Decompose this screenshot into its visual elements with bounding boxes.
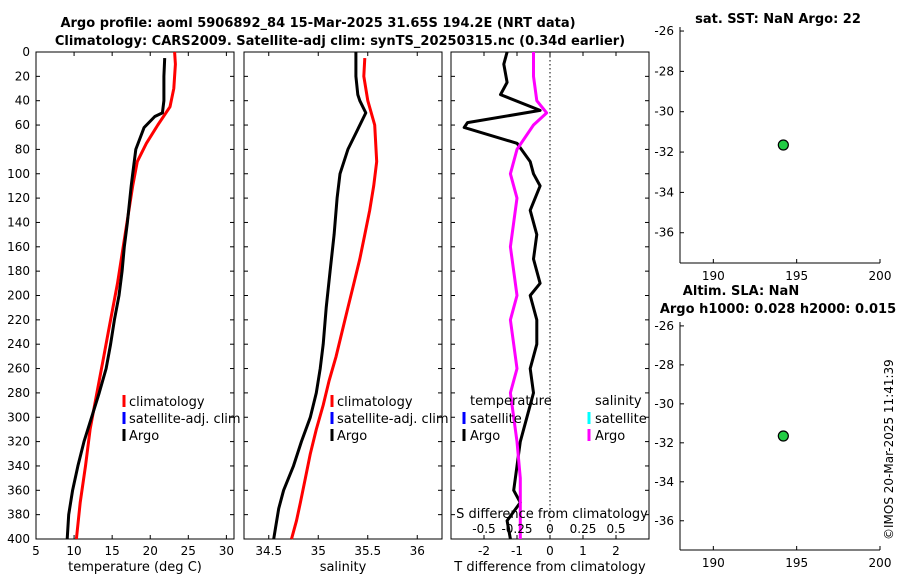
altim-sla-map-panel: -26 -28 -30 -32 -34 -36 190 195 200 [654,319,891,570]
temperature-xtick-label: 25 [181,544,196,558]
temperature-panel: 0 20 40 60 80 100 120 140 160 180 200 220 240 260 280 3… [7,45,241,575]
sat-sst-map-xtick-label: 200 [869,269,892,283]
salinity-legend-label: satellite-adj. clim [337,412,449,427]
difference-xlabel: T difference from climatology [453,560,646,575]
depth-tick-label: 140 [7,215,30,229]
depth-tick-label: 360 [7,483,30,497]
salinity-xlabel: salinity [320,560,367,575]
depth-tick-label: 340 [7,459,30,473]
altim-sla-map-ytick-label: -30 [654,397,674,411]
temperature-legend-label: Argo [129,429,159,444]
depth-tick-label: 100 [7,167,30,181]
depth-tick-label: 300 [7,410,30,424]
diff-legend-temperature-label: satellite [470,412,522,427]
salinity-legend-label: Argo [337,429,367,444]
sat-sst-map-xtick-label: 195 [785,269,808,283]
diff-legend-salinity-label: Argo [595,429,625,444]
sat-sst-title: sat. SST: NaN Argo: 22 [695,12,861,27]
depth-tick-label: 200 [7,289,30,303]
figure-title-line1: Argo profile: aoml 5906892_84 15-Mar-202… [60,16,575,31]
top-xtick-label: 0.5 [606,522,625,536]
diff-legend-salinity-title: salinity [595,394,642,409]
depth-tick-label: 120 [7,191,30,205]
depth-tick-label: 240 [7,337,30,351]
sat-sst-map-argo-position-marker [777,139,789,151]
temperature-xtick-label: 15 [105,544,120,558]
sat-sst-map-ytick-label: -34 [654,185,674,199]
plots-group: 0204060801001201401601802002202402602803… [7,12,896,575]
salinity-xtick-label: 35 [311,544,326,558]
temperature-axes-box [35,51,235,540]
depth-tick-label: 220 [7,313,30,327]
depth-tick-label: 380 [7,508,30,522]
altim-sla-map-ytick-label: -28 [654,358,674,372]
salinity-xtick-label: 36 [410,544,425,558]
temperature-argo-line [65,58,167,540]
difference-xtick-label: 0 [546,544,554,558]
difference-xtick-label: -1 [511,544,523,558]
temperature-legend-label: climatology [129,395,205,410]
top-xtick-label: -0.25 [501,522,532,536]
altim-sla-map-ytick-label: -36 [654,514,674,528]
figure-title-line2: Climatology: CARS2009. Satellite-adj cli… [55,34,625,49]
altim-sla-map-argo-position-marker [777,430,789,442]
timestamp-label: ©IMOS 20-Mar-2025 11:41:39 [882,359,896,540]
altim-sla-map-xtick-label: 195 [785,556,808,570]
altim-sla-map-ytick-label: -32 [654,436,674,450]
sat-sst-map-ytick-label: -28 [654,64,674,78]
altim-sla-map-xtick-label: 200 [869,556,892,570]
sat-sst-map-ytick-label: -30 [654,105,674,119]
salinity-argo-line [272,52,368,540]
sat-sst-map-ytick-label: -32 [654,145,674,159]
salinity-panel: 34.5 35 35.5 36 salinity climatology satellite… [243,51,449,575]
depth-tick-label: 320 [7,435,30,449]
salinity-xtick-label: 34.5 [255,544,282,558]
diff-legend-salinity-label: satellite [595,412,647,427]
sat-sst-map-xtick-label: 190 [702,269,725,283]
top-xtick-label: 0.25 [570,522,597,536]
depth-tick-label: 180 [7,264,30,278]
depth-tick-label: 280 [7,386,30,400]
difference-xtick-label: -2 [478,544,490,558]
depth-tick-label: 80 [15,142,30,156]
top-xtick-label: 0 [546,522,554,536]
top-xlabel-s-difference: S difference from climatology [456,507,648,522]
altim-sla-map-ytick-label: -34 [654,475,674,489]
difference-s-difference-argo-line [508,52,549,539]
diff-legend-temperature-label: Argo [470,429,500,444]
altim-sla-title-line1: Altim. SLA: NaN [683,284,799,299]
depth-tick-label: 160 [7,240,30,254]
salinity-axes-box [243,51,443,540]
depth-tick-label: 60 [15,118,30,132]
temperature-xtick-label: 30 [219,544,234,558]
temperature-xtick-label: 20 [143,544,158,558]
salinity-legend-label: climatology [337,395,413,410]
salinity-climatology-line [290,58,379,540]
difference-xtick-label: 1 [579,544,587,558]
temperature-xtick-label: 10 [66,544,81,558]
temperature-xlabel: temperature (deg C) [68,560,202,575]
altim-sla-map-xtick-label: 190 [702,556,725,570]
temperature-xtick-label: 5 [32,544,40,558]
diff-legend-temperature-title: temperature [470,394,552,409]
altim-sla-map-ytick-label: -26 [654,319,674,333]
depth-tick-label: 20 [15,69,30,83]
sat-sst-map-panel: -26 -28 -30 -32 -34 -36 190 195 200 [654,24,891,283]
temperature-legend-label: satellite-adj. clim [129,412,241,427]
sat-sst-map-ytick-label: -26 [654,24,674,38]
depth-tick-label: 40 [15,94,30,108]
difference-xtick-label: 2 [612,544,620,558]
difference-panel: -2 -1 0 1 2 T difference from climatology temp… [450,51,650,575]
depth-tick-label: 400 [7,532,30,546]
altim-sla-title-line2: Argo h1000: 0.028 h2000: 0.015 [660,302,896,317]
salinity-xtick-label: 35.5 [354,544,381,558]
depth-tick-label: 260 [7,362,30,376]
sat-sst-map-ytick-label: -36 [654,226,674,240]
depth-tick-label: 0 [22,45,30,59]
top-xtick-label: -0.5 [472,522,495,536]
